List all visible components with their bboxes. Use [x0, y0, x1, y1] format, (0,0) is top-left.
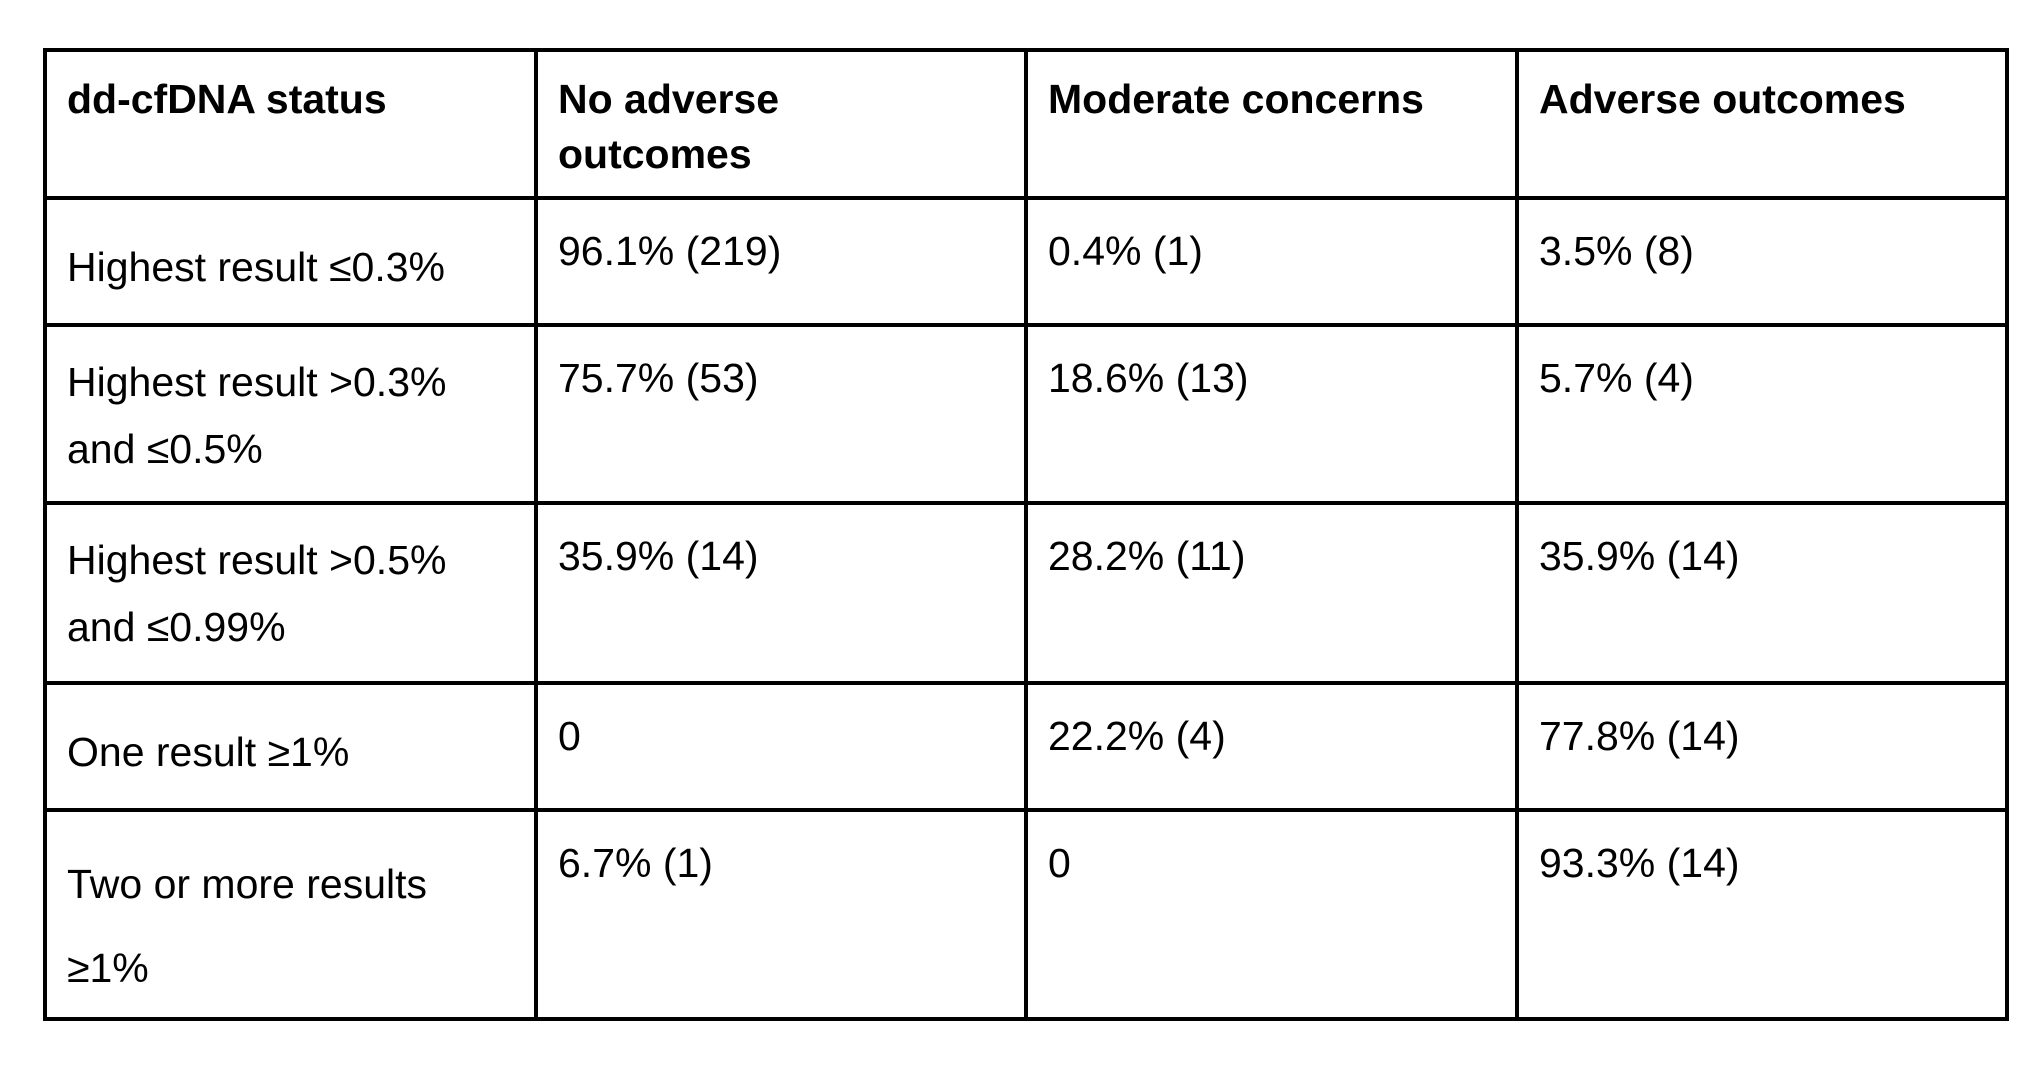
column-header-no-adverse-outcomes: No adverse outcomes [534, 48, 1028, 200]
cell-moderate-concerns: 28.2% (11) [1024, 501, 1519, 685]
row-label: Highest result ≤0.3% [43, 196, 538, 327]
cell-no-adverse-outcomes: 35.9% (14) [534, 501, 1028, 685]
row-label: Two or more results ≥1% [43, 808, 538, 1021]
cell-adverse-outcomes: 35.9% (14) [1515, 501, 2009, 685]
column-header-adverse-outcomes: Adverse outcomes [1515, 48, 2009, 200]
cell-no-adverse-outcomes: 96.1% (219) [534, 196, 1028, 327]
cell-adverse-outcomes: 3.5% (8) [1515, 196, 2009, 327]
cell-moderate-concerns: 22.2% (4) [1024, 681, 1519, 812]
cell-moderate-concerns: 18.6% (13) [1024, 323, 1519, 505]
cell-moderate-concerns: 0.4% (1) [1024, 196, 1519, 327]
table-row: Highest result >0.5% and ≤0.99% 35.9% (1… [43, 501, 2009, 685]
table-row: Highest result >0.3% and ≤0.5% 75.7% (53… [43, 323, 2009, 505]
cell-adverse-outcomes: 77.8% (14) [1515, 681, 2009, 812]
row-label: Highest result >0.3% and ≤0.5% [43, 323, 538, 505]
cell-moderate-concerns: 0 [1024, 808, 1519, 1021]
table-header-row: dd-cfDNA status No adverse outcomes Mode… [43, 48, 2009, 200]
outcomes-table: dd-cfDNA status No adverse outcomes Mode… [43, 48, 2009, 1021]
column-header-dd-cfdna-status: dd-cfDNA status [43, 48, 538, 200]
cell-no-adverse-outcomes: 75.7% (53) [534, 323, 1028, 505]
column-header-moderate-concerns: Moderate concerns [1024, 48, 1519, 200]
row-label: One result ≥1% [43, 681, 538, 812]
cell-no-adverse-outcomes: 6.7% (1) [534, 808, 1028, 1021]
table-row: Two or more results ≥1% 6.7% (1) 0 93.3%… [43, 808, 2009, 1021]
table-row: One result ≥1% 0 22.2% (4) 77.8% (14) [43, 681, 2009, 812]
cell-adverse-outcomes: 93.3% (14) [1515, 808, 2009, 1021]
row-label: Highest result >0.5% and ≤0.99% [43, 501, 538, 685]
cell-adverse-outcomes: 5.7% (4) [1515, 323, 2009, 505]
table-row: Highest result ≤0.3% 96.1% (219) 0.4% (1… [43, 196, 2009, 327]
cell-no-adverse-outcomes: 0 [534, 681, 1028, 812]
